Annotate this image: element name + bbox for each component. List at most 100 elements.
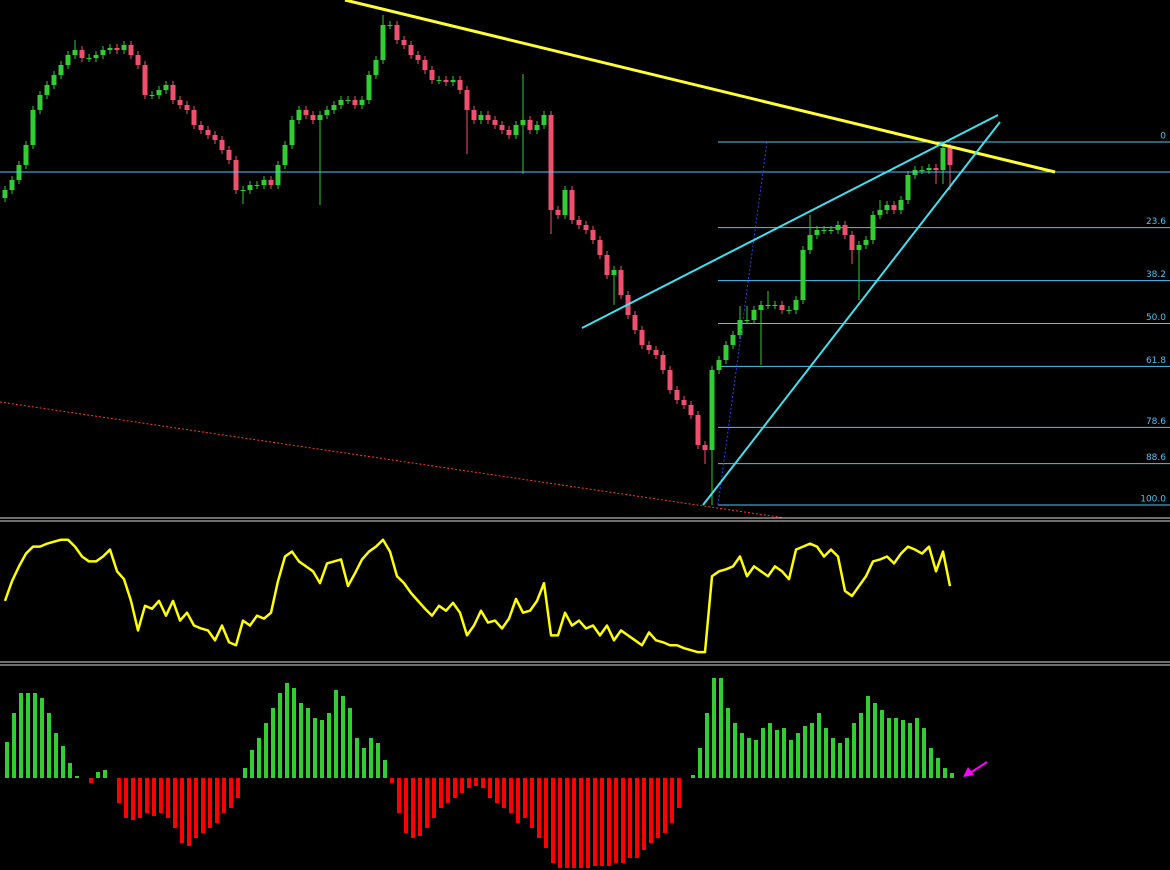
candle-body bbox=[646, 345, 652, 350]
candle-body bbox=[142, 65, 148, 95]
histogram-bar bbox=[943, 768, 947, 778]
candle-body bbox=[758, 305, 764, 310]
fib-label: 61.8 bbox=[1146, 356, 1166, 366]
candle-body bbox=[891, 205, 897, 210]
candle-body bbox=[576, 220, 582, 225]
histogram-bar bbox=[250, 750, 254, 778]
candle-body bbox=[184, 105, 190, 110]
candle-body bbox=[247, 185, 253, 190]
histogram-bar bbox=[880, 710, 884, 778]
histogram-bar bbox=[740, 733, 744, 778]
candle-body bbox=[884, 205, 890, 210]
histogram-bar bbox=[439, 778, 443, 808]
candle-body bbox=[79, 50, 85, 58]
candle-body bbox=[296, 110, 302, 120]
candle-body bbox=[933, 168, 939, 170]
candle-body bbox=[555, 210, 561, 215]
candle-body bbox=[905, 175, 911, 200]
candle-body bbox=[100, 50, 106, 55]
histogram-bar bbox=[726, 708, 730, 778]
candle-body bbox=[394, 25, 400, 40]
candle-body bbox=[800, 250, 806, 300]
candle-body bbox=[86, 58, 92, 59]
histogram-bar bbox=[320, 720, 324, 778]
histogram-bar bbox=[642, 778, 646, 850]
candle-body bbox=[226, 150, 232, 160]
histogram-bar bbox=[845, 738, 849, 778]
candle-body bbox=[821, 230, 827, 231]
candle-body bbox=[870, 215, 876, 240]
candle-body bbox=[947, 148, 953, 165]
histogram-bar bbox=[341, 696, 345, 778]
histogram-bar bbox=[222, 778, 226, 813]
histogram-bar bbox=[180, 778, 184, 843]
candle-body bbox=[548, 115, 554, 210]
candle-body bbox=[37, 95, 43, 110]
histogram-bar bbox=[894, 718, 898, 778]
channel-upper bbox=[581, 114, 999, 329]
candle-body bbox=[688, 405, 694, 415]
candle-body bbox=[198, 125, 204, 130]
candle-body bbox=[240, 190, 246, 191]
candle-body bbox=[2, 190, 8, 198]
candle-body bbox=[779, 305, 785, 310]
histogram-bar bbox=[761, 728, 765, 778]
candle-body bbox=[590, 230, 596, 240]
histogram-bar bbox=[565, 778, 569, 868]
histogram-bar bbox=[705, 713, 709, 778]
histogram-bar bbox=[264, 723, 268, 778]
candle-body bbox=[163, 85, 169, 90]
fib-label: 100.0 bbox=[1140, 495, 1166, 505]
fib-label: 23.6 bbox=[1146, 217, 1166, 227]
candle-body bbox=[415, 55, 421, 60]
histogram-bar bbox=[698, 748, 702, 778]
candle-body bbox=[772, 305, 778, 306]
candle-body bbox=[786, 310, 792, 311]
histogram-bar bbox=[852, 723, 856, 778]
candle-body bbox=[128, 45, 134, 55]
histogram-bar bbox=[866, 696, 870, 778]
histogram-bar bbox=[411, 778, 415, 838]
histogram-bar bbox=[355, 738, 359, 778]
candle-body bbox=[513, 125, 519, 135]
histogram-bar bbox=[397, 778, 401, 813]
candle-body bbox=[177, 100, 183, 105]
candle-body bbox=[877, 210, 883, 215]
histogram-bar bbox=[453, 778, 457, 798]
histogram-bar bbox=[208, 778, 212, 828]
candle-body bbox=[765, 305, 771, 306]
histogram-bar bbox=[446, 778, 450, 803]
histogram-bar bbox=[733, 723, 737, 778]
candle-body bbox=[527, 120, 533, 130]
candle-body bbox=[562, 190, 568, 215]
histogram-bar bbox=[159, 778, 163, 813]
histogram-bar bbox=[824, 728, 828, 778]
fib-label: 88.6 bbox=[1146, 453, 1166, 463]
histogram-bar bbox=[614, 778, 618, 863]
histogram-bar bbox=[61, 746, 65, 778]
pane-separators bbox=[0, 517, 1170, 666]
channel-lower bbox=[702, 121, 1001, 506]
candle-body bbox=[674, 390, 680, 400]
histogram-bar bbox=[236, 778, 240, 798]
histogram-bar bbox=[348, 708, 352, 778]
candle-body bbox=[401, 40, 407, 45]
histogram-bar bbox=[796, 733, 800, 778]
histogram-bar bbox=[425, 778, 429, 828]
candle-body bbox=[114, 48, 120, 50]
candle-body bbox=[709, 370, 715, 450]
histogram-bar bbox=[467, 778, 471, 788]
candle-body bbox=[429, 70, 435, 80]
candle-body bbox=[611, 270, 617, 275]
arrow bbox=[963, 761, 988, 777]
candle-body bbox=[135, 55, 141, 65]
candle-body bbox=[541, 115, 547, 125]
candle-body bbox=[450, 80, 456, 82]
candle-body bbox=[331, 105, 337, 110]
candle-body bbox=[485, 115, 491, 120]
histogram-bar bbox=[89, 778, 93, 783]
histogram-bar bbox=[887, 718, 891, 778]
histogram-bar bbox=[432, 778, 436, 818]
